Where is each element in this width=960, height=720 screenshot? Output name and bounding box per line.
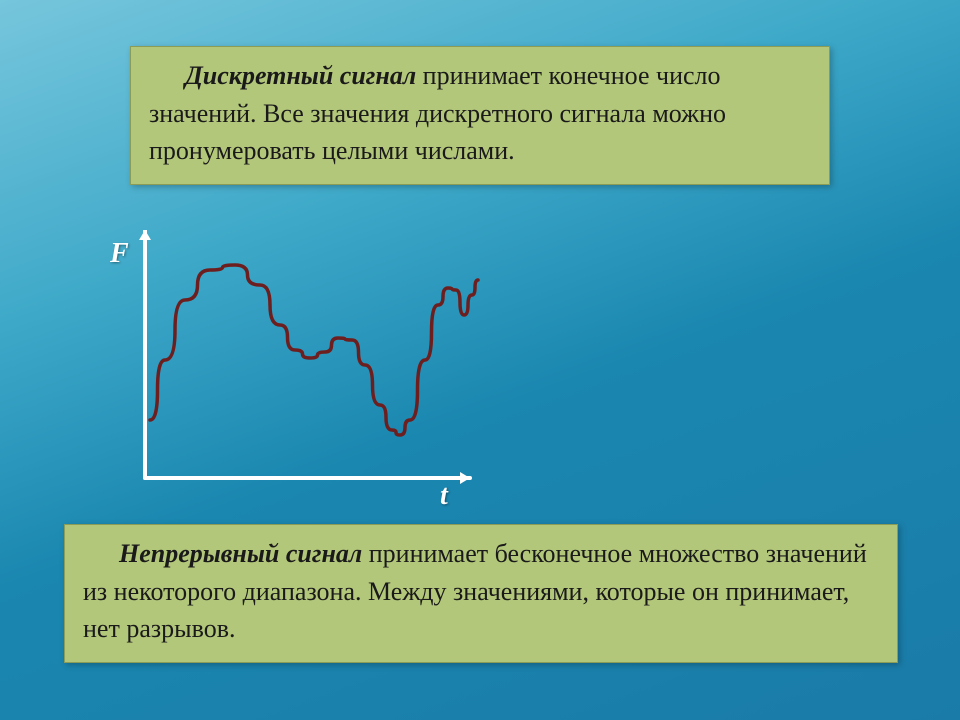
lead-phrase-continuous: Непрерывный сигнал [119,539,362,568]
lead-phrase-discrete: Дискретный сигнал [185,61,416,90]
continuous-signal-svg [80,230,480,520]
textbox-continuous-signal: Непрерывный сигнал принимает бесконечное… [64,524,898,663]
y-axis-label-left: F [110,238,129,270]
charts-row: F t F t [80,230,960,520]
continuous-signal-chart: F t [80,230,480,520]
textbox-discrete-signal: Дискретный сигнал принимает конечное чис… [130,46,830,185]
x-axis-label-left: t [440,480,448,512]
textbox-continuous-paragraph: Непрерывный сигнал принимает бесконечное… [83,535,879,648]
textbox-discrete-paragraph: Дискретный сигнал принимает конечное чис… [149,57,811,170]
